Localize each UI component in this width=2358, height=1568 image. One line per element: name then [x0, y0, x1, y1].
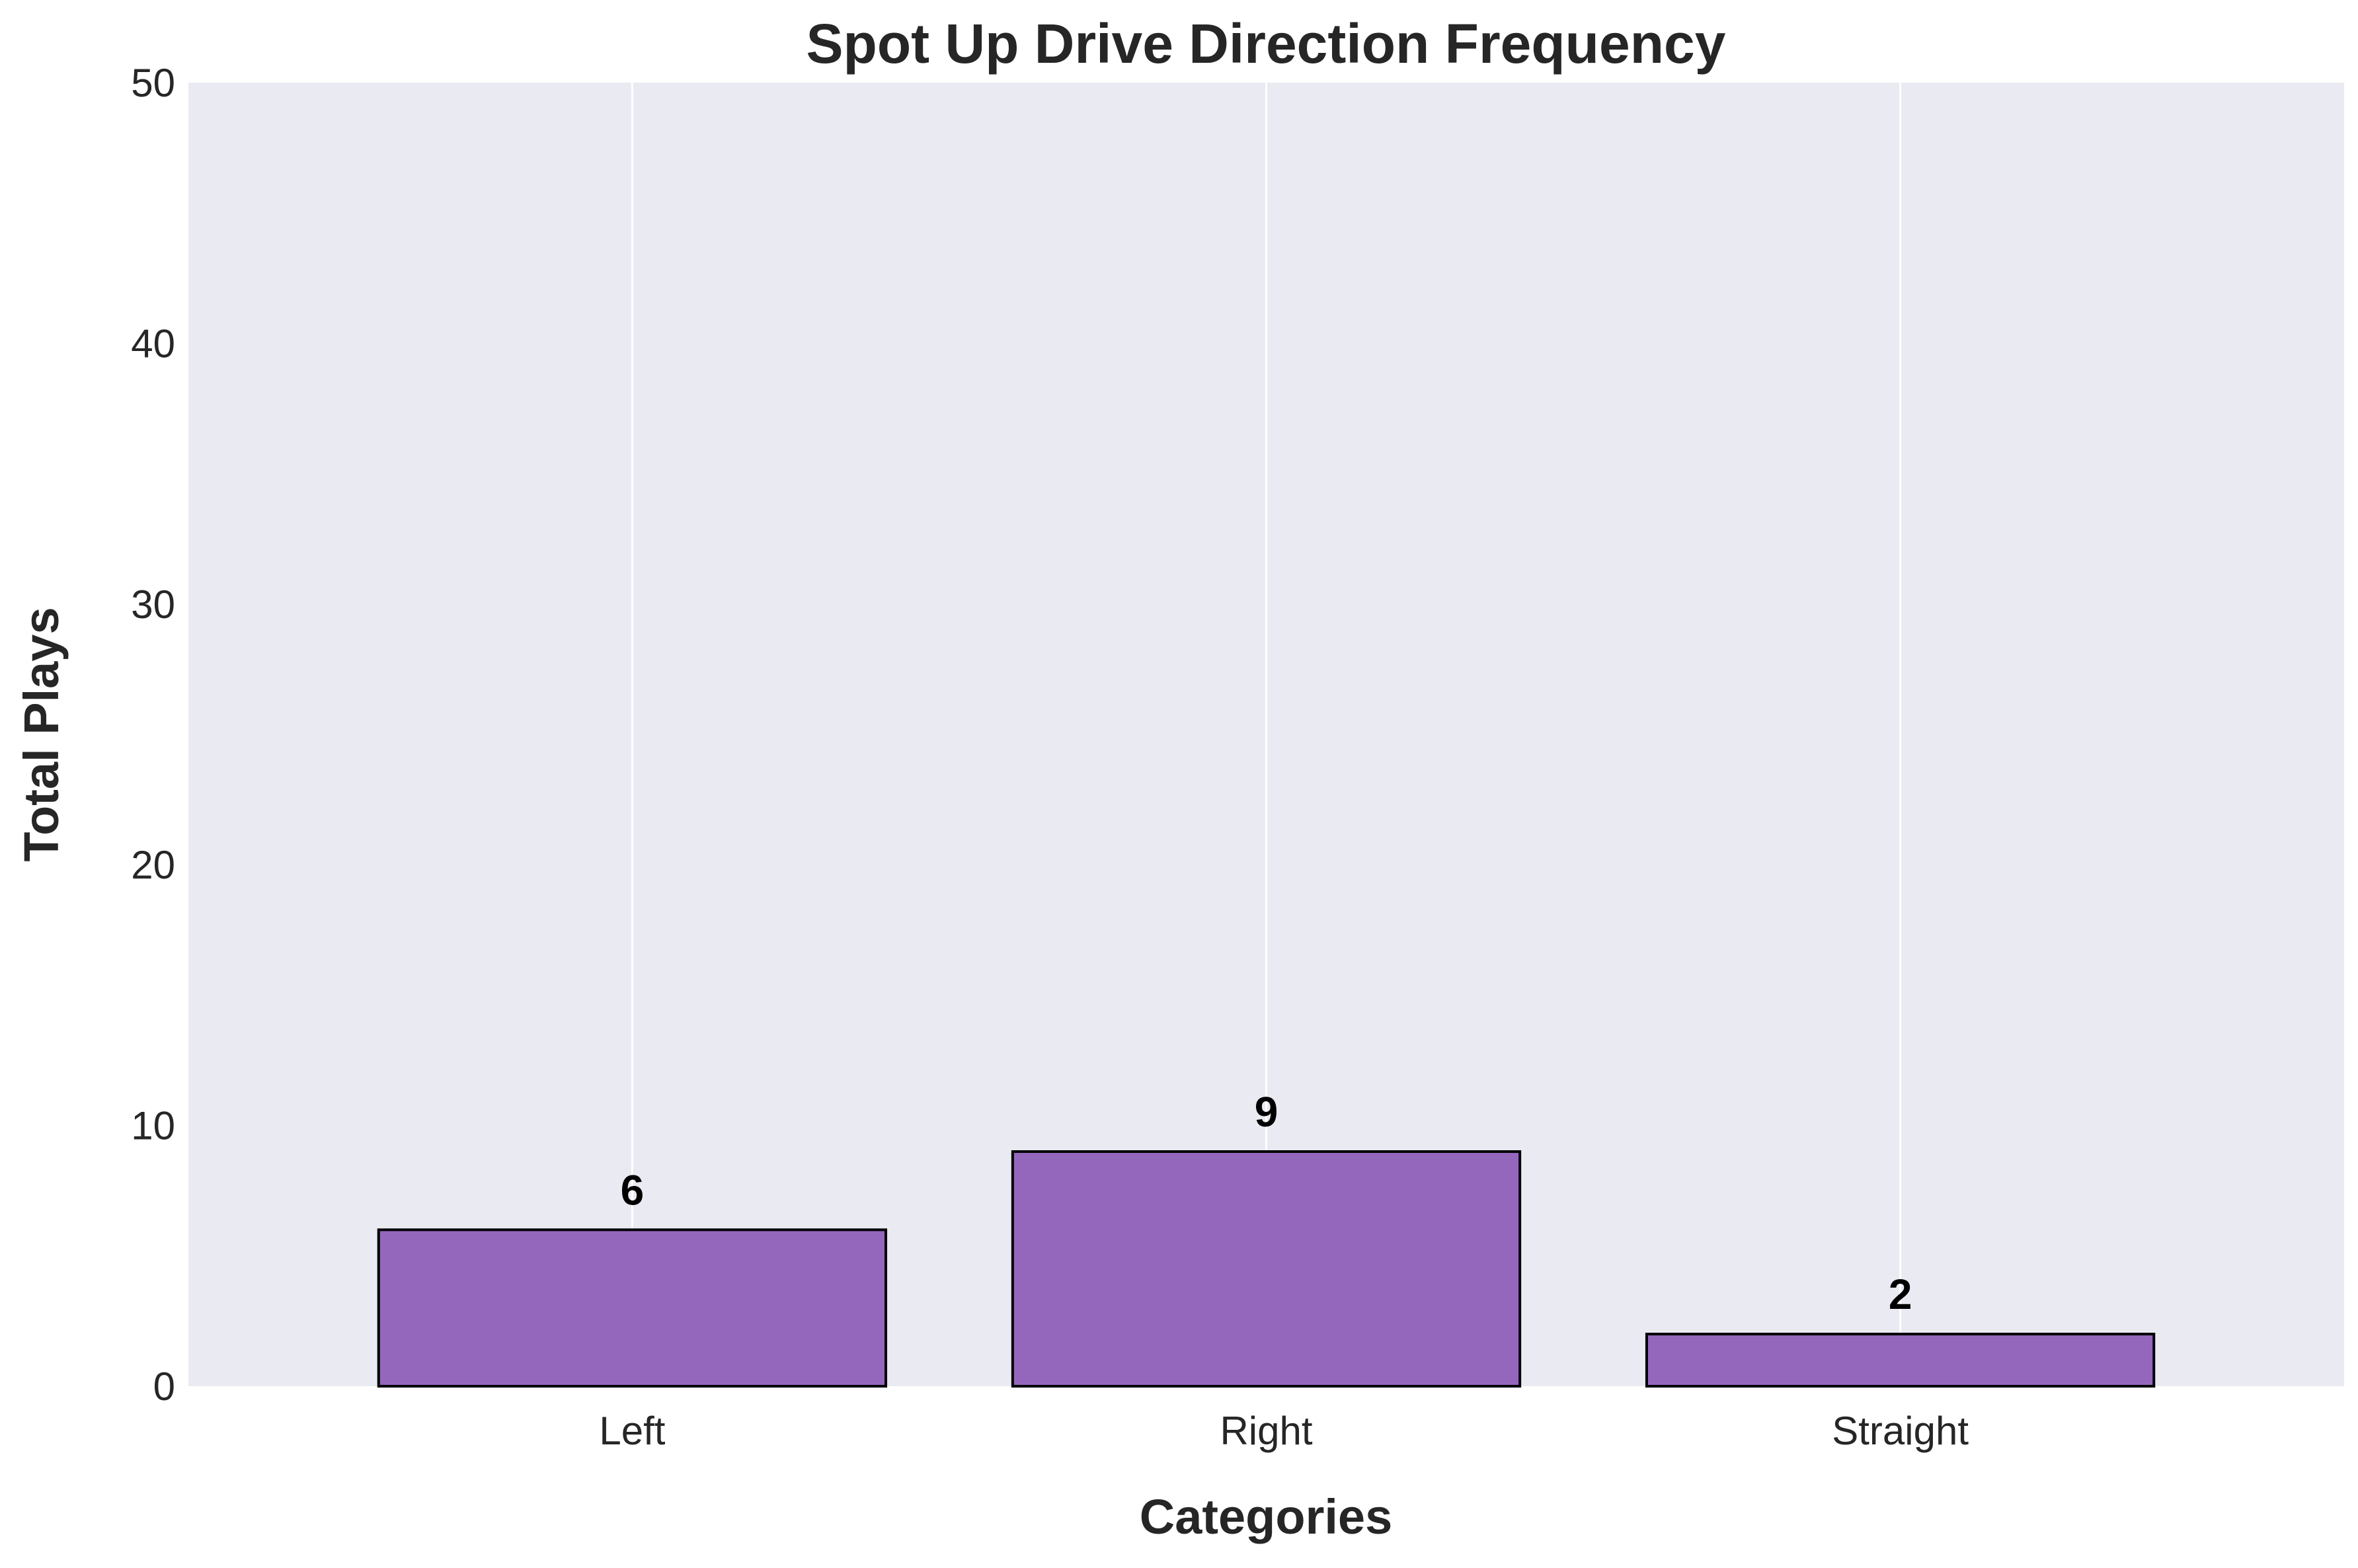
data-label-right: 9	[1255, 1088, 1278, 1136]
y-tick-label-30: 30	[131, 582, 175, 627]
bars	[377, 1150, 2156, 1388]
bar-right	[1011, 1150, 1522, 1388]
data-labels: 6 9 2	[621, 1088, 1912, 1318]
x-tick-label-straight: Straight	[1832, 1409, 1969, 1453]
bar-straight	[1645, 1333, 2156, 1388]
y-tick-label-10: 10	[131, 1104, 175, 1148]
y-tick-label-40: 40	[131, 321, 175, 366]
y-axis-label: Total Plays	[14, 607, 69, 861]
data-label-straight: 2	[1889, 1271, 1912, 1318]
x-axis-ticks: Left Right Straight	[599, 1409, 1969, 1453]
y-axis-ticks: 0 10 20 30 40 50	[131, 61, 175, 1409]
y-tick-label-50: 50	[131, 61, 175, 105]
y-tick-label-20: 20	[131, 843, 175, 887]
data-label-left: 6	[621, 1166, 645, 1214]
x-axis-label: Categories	[1140, 1489, 1392, 1544]
y-tick-label-0: 0	[153, 1364, 175, 1409]
x-tick-label-right: Right	[1220, 1409, 1312, 1453]
chart-title: Spot Up Drive Direction Frequency	[806, 13, 1726, 75]
bar-left	[377, 1228, 888, 1388]
x-tick-label-left: Left	[599, 1409, 665, 1453]
